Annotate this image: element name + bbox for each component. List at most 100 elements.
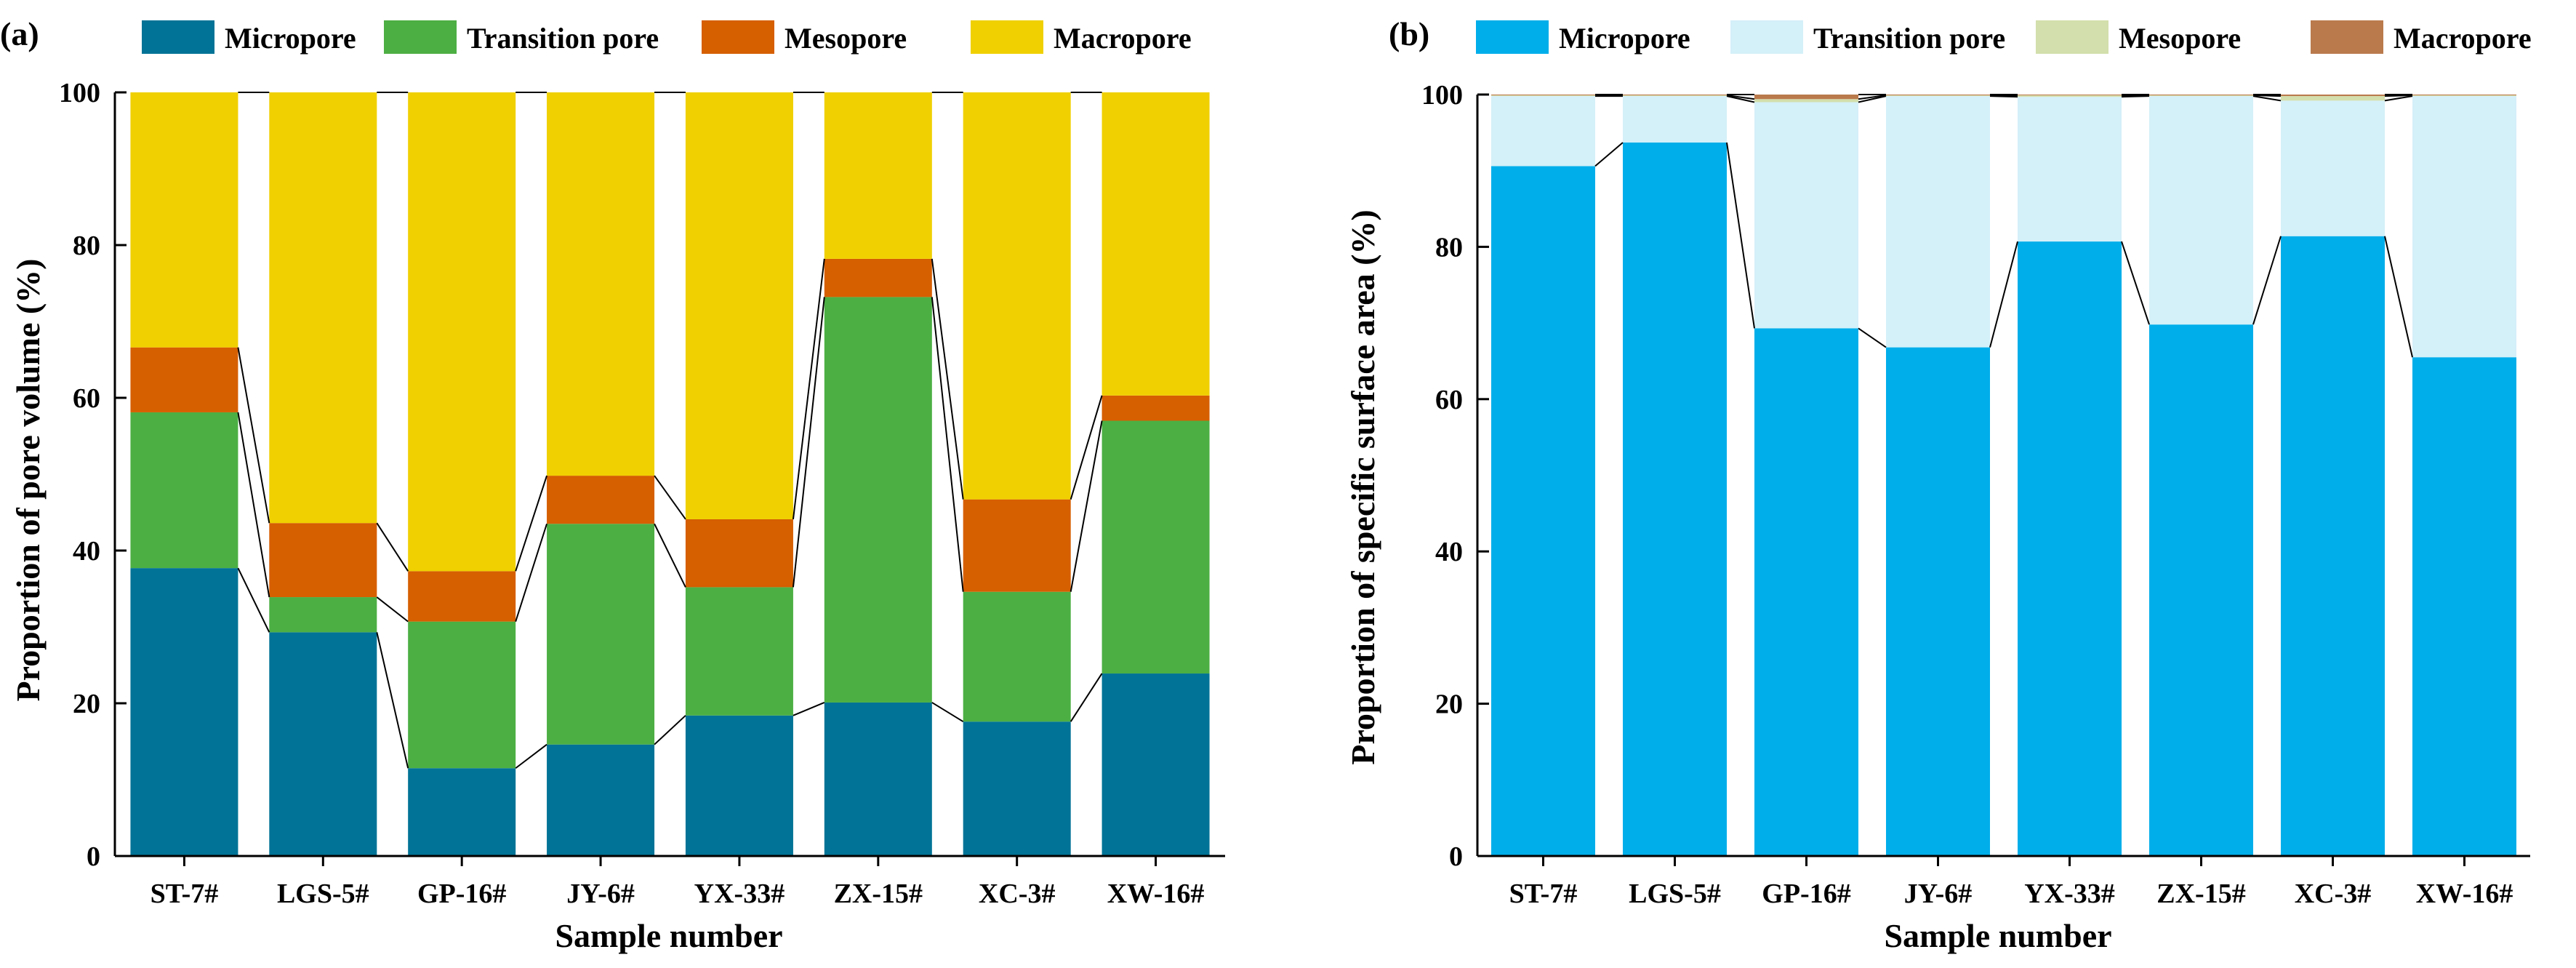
panel-b-connector-line [1858,95,1887,100]
panel-a-x-tick-label: ZX-15# [834,879,923,909]
panel-a-connector-line [376,522,409,572]
panel-a-plot-area: 0 20 40 60 80 100 ST-7# LGS-5# GP-16# JY-6# YX-33#… [59,78,1225,909]
panel-b-bar-GP-16-macropore [1754,95,1858,100]
panel-b-connector-line [1858,95,1887,103]
panel-a-bar-XC-3-micropore [963,721,1071,856]
panel-b-bar-GP-16-mesopore [1754,99,1858,103]
panel-a-bar-ZX-15-macropore [824,92,932,259]
panel-a-bar-ZX-15-micropore [824,702,932,856]
panel-a-bar-YX-33-micropore [685,715,793,856]
panel-b-bar-XC-3-macropore [2281,95,2385,97]
panel-a-connector-line [931,297,964,592]
panel-a-legend-swatch-micropore [142,20,214,54]
panel-a-bar-JY-6-macropore [547,92,655,476]
panel-b-y-tick-label: 60 [1435,385,1463,415]
panel-a-x-axis-title: Sample number [555,917,782,954]
panel-a-connector-line [1070,673,1103,722]
panel-b-bar-ZX-15-micropore [2149,324,2253,857]
panel-b-bar-LGS-5-transition-pore [1623,96,1727,143]
panel-a-connector-line [237,412,270,598]
panel-b-x-tick-label: ST-7# [1509,879,1578,909]
panel-a-connector-line [654,523,686,588]
panel-b-connector-line [2384,95,2413,97]
panel-b-bar-ZX-15-transition-pore [2149,96,2253,325]
panel-a-connector-line [792,297,825,588]
panel-a-bar-JY-6-transition-pore [547,524,655,745]
panel-b-x-tick-label: GP-16# [1762,879,1850,909]
panel-a-connector-line [515,523,548,622]
panel-b-legend-swatch-mesopore [2036,20,2108,54]
panel-a-y-tick-label: 60 [73,383,100,414]
panel-a-x-tick-label: XW-16# [1107,879,1205,909]
panel-b-connector-line [1726,95,1755,100]
panel-a-bar-ST-7-micropore [130,568,238,856]
panel-a-legend-swatch-macropore [971,20,1043,54]
panel-a-x-tick-label: YX-33# [694,879,785,909]
panel-b-bar-LGS-5-mesopore [1623,95,1727,97]
panel-a-y-tick-label: 100 [59,78,100,108]
panel-a-bar-XW-16-mesopore [1102,395,1210,421]
panel-a-y-axis-title: Proportion of pore volume (%) [9,258,47,701]
panel-a-bar-YX-33-macropore [685,92,793,519]
panel-a-connector-line [237,567,270,633]
panel-b-connector-line [1594,142,1624,167]
panel-a-bar-JY-6-micropore [547,744,655,856]
panel-b-legend-swatch-macropore [2311,20,2383,54]
panel-b-legend-swatch-micropore [1476,20,1549,54]
panel-b-y-tick-label: 40 [1435,537,1463,567]
panel-b-bar-YX-33-mesopore [2018,95,2122,97]
panel-a-bar-XW-16-transition-pore [1102,420,1210,674]
panel-b-connector-line [2121,95,2150,98]
panel-a-connector-line [515,743,547,769]
panel-a-x-tick-label: GP-16# [417,879,506,909]
panel-b-bar-YX-33-transition-pore [2018,97,2122,242]
panel-b-connector-line [2252,95,2282,97]
panel-b-bar-GP-16-transition-pore [1754,102,1858,329]
panel-a-bar-XC-3-transition-pore [963,591,1071,722]
panel-a-connector-line [654,475,686,520]
panel-b-connector-line [2384,95,2413,102]
panel-b-legend-swatch-transition-pore [1730,20,1803,54]
panel-a-label: (a) [0,15,39,52]
panel-a-bar-XC-3-mesopore [963,499,1071,592]
panel-b-connector-line [2252,95,2282,102]
panel-b-bar-XW-16-micropore [2412,357,2516,857]
panel-b-x-axis-title: Sample number [1884,917,2111,954]
panel-b-bar-JY-6-micropore [1886,347,1990,856]
panel-b-y-tick-label: 100 [1421,80,1463,111]
panel-b-connector-line [1726,142,1755,329]
panel-a-bar-GP-16-micropore [408,768,516,856]
panel-a-legend-label-mesopore: Mesopore [785,22,907,55]
panel-a-bar-GP-16-mesopore [408,571,516,622]
panel-b-y-tick-label: 0 [1449,841,1463,872]
panel-a-legend-swatch-transition-pore [384,20,457,54]
panel-a-bar-ST-7-mesopore [130,347,238,412]
panel-b-x-tick-label: ZX-15# [2156,879,2245,909]
panel-a-x-tick-label: XC-3# [979,879,1056,909]
panel-a-connector-line [376,632,409,769]
panel-b-legend: Micropore Transition pore Mesopore Macropor… [1476,20,2532,55]
panel-b-bar-ST-7-mesopore [1491,95,1595,97]
panel-b-bar-XC-3-micropore [2281,236,2385,856]
panel-a-bar-ZX-15-transition-pore [824,297,932,703]
panel-a-legend-label-micropore: Micropore [225,22,356,55]
panel-a-bar-LGS-5-transition-pore [269,597,377,633]
panel-a-bar-GP-16-transition-pore [408,621,516,769]
panel-b-x-tick-label: XW-16# [2416,879,2513,909]
panel-a-bar-XC-3-macropore [963,92,1071,500]
panel-b-connector-line [2384,236,2413,358]
panel-b-connector-line [2121,241,2150,325]
panel-b-bar-ST-7-transition-pore [1491,96,1595,167]
panel-a-bar-LGS-5-macropore [269,92,377,524]
panel-a-legend: Micropore Transition pore Mesopore Macropor… [142,20,1192,55]
panel-a-connector-line [1070,420,1103,592]
panel-a-x-tick-label: ST-7# [151,879,219,909]
panel-b-legend-label-mesopore: Mesopore [2119,22,2241,55]
panel-b-bar-JY-6-transition-pore [1886,96,1990,348]
panel-a-connector-line [237,347,270,524]
panel-a-connector-line [654,715,686,745]
panel-a-connector-line [931,258,964,500]
panel-b-x-tick-label: JY-6# [1904,879,1973,909]
panel-b-bar-XW-16-mesopore [2412,95,2516,97]
panel-a-bar-ST-7-macropore [130,92,238,348]
